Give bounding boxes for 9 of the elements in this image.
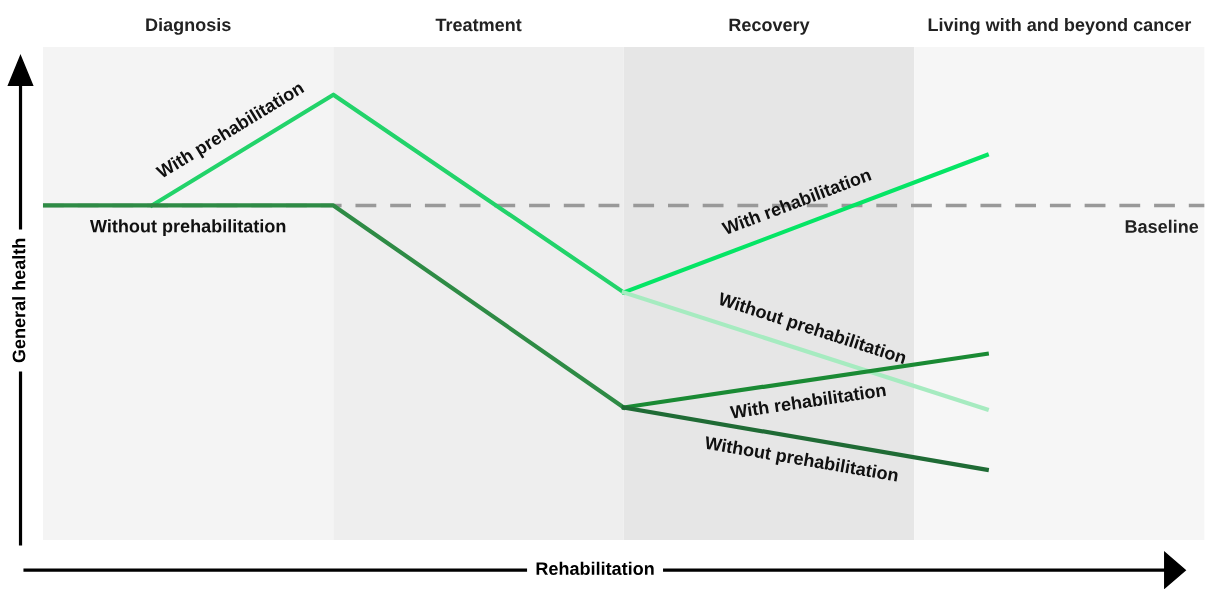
- text: Recovery: [729, 18, 810, 35]
- text: Diagnosis: [146, 17, 231, 35]
- text: Living with and beyond cancer: [928, 17, 1192, 35]
- ref-line-label: Baseline: [1125, 219, 1199, 233]
- x-axis-title: Rehabilitation: [536, 561, 654, 575]
- text: With rehabilitation: [729, 382, 886, 419]
- y-axis-title: General health: [12, 238, 26, 363]
- text: Treatment: [435, 18, 522, 32]
- series-label: Without prehabilitation: [89, 219, 286, 237]
